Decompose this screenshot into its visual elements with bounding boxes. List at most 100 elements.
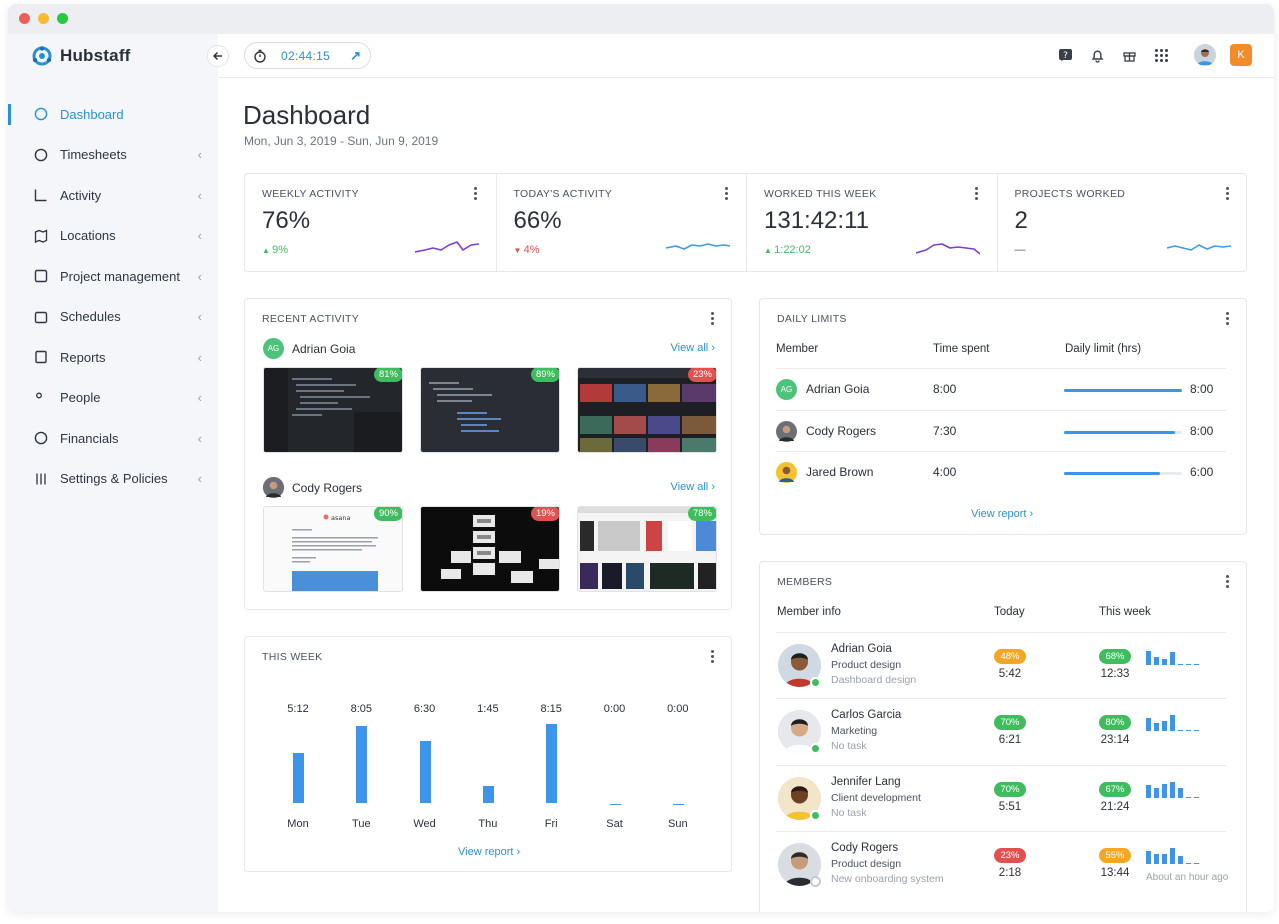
chevron-left-icon[interactable]: ‹: [197, 390, 202, 406]
sidebar-item-dashboard[interactable]: Dashboard: [8, 94, 218, 135]
bar[interactable]: [356, 726, 368, 803]
chevron-left-icon[interactable]: ‹: [197, 187, 202, 203]
open-timer-icon[interactable]: ↗: [350, 48, 361, 63]
sidebar-item-locations[interactable]: Locations ‹: [8, 216, 218, 257]
sidebar-item-financials[interactable]: $ Financials ‹: [8, 418, 218, 459]
stat-value: 76%: [262, 207, 311, 234]
bar[interactable]: [419, 741, 431, 803]
avatar: [263, 477, 284, 498]
stat-widget: WORKED THIS WEEK 131:42:11 ▲ 1:22:02: [746, 174, 996, 271]
sidebar-item-reports[interactable]: Reports ‹: [8, 337, 218, 378]
screenshot-thumbnail[interactable]: 23%: [577, 367, 717, 453]
more-options-icon[interactable]: [711, 650, 715, 664]
checkbox-icon: [34, 270, 48, 283]
card-title: THIS WEEK: [262, 651, 323, 663]
minimize-window-button[interactable]: [38, 13, 49, 24]
activity-badge: 19%: [530, 507, 559, 521]
view-report-link[interactable]: View report ›: [458, 846, 521, 858]
more-options-icon[interactable]: [724, 187, 729, 201]
chevron-left-icon[interactable]: ‹: [197, 147, 202, 163]
sidebar-item-project-management[interactable]: Project management ‹: [8, 256, 218, 297]
today-activity-badge: 23%: [994, 847, 1026, 863]
help-icon[interactable]: ?: [1056, 46, 1074, 64]
mini-bar: [1178, 855, 1183, 864]
member-row[interactable]: Cody Rogers Product design New onboarding …: [776, 830, 1228, 897]
avatar: [776, 420, 797, 442]
screenshot-thumbnail[interactable]: 19%: [420, 506, 560, 592]
sidebar-item-schedules[interactable]: Schedules ‹: [8, 297, 218, 338]
screenshot-thumbnail[interactable]: 78%: [577, 506, 717, 592]
screenshot-thumbnail[interactable]: 81%: [263, 367, 403, 453]
chevron-left-icon[interactable]: ‹: [197, 471, 202, 487]
view-all-link[interactable]: View all ›: [670, 481, 715, 493]
maximize-window-button[interactable]: [57, 13, 68, 24]
bar[interactable]: [293, 753, 304, 803]
more-options-icon[interactable]: [711, 312, 715, 326]
chevron-left-icon[interactable]: ‹: [197, 349, 202, 365]
member-name: Jennifer Lang: [831, 775, 901, 788]
notifications-bell-icon[interactable]: [1088, 46, 1106, 64]
bar[interactable]: [546, 724, 558, 803]
view-report-link[interactable]: View report ›: [971, 508, 1034, 520]
more-options-icon[interactable]: [1225, 187, 1230, 201]
mini-bar: [1194, 796, 1199, 798]
chevron-left-icon[interactable]: ‹: [197, 228, 202, 244]
more-options-icon[interactable]: [474, 187, 478, 201]
timer-value: 02:44:15: [281, 48, 331, 63]
collapse-sidebar-button[interactable]: [207, 45, 229, 67]
screenshot-thumbnail[interactable]: 90% asana: [263, 506, 403, 592]
mini-bar: [1146, 718, 1151, 732]
stat-label: WORKED THIS WEEK: [764, 188, 877, 200]
arrow-up-icon: ▲: [262, 246, 273, 255]
timer-widget[interactable]: 02:44:15 ↗: [244, 42, 371, 69]
more-options-icon[interactable]: [1226, 575, 1230, 589]
apps-grid-icon[interactable]: [1152, 46, 1170, 64]
column-header-member: Member: [776, 343, 819, 355]
table-row[interactable]: AG Adrian Goia 8:00 8:00: [776, 368, 1226, 410]
sidebar-item-people[interactable]: People ‹: [8, 378, 218, 419]
card-title: DAILY LIMITS: [777, 313, 847, 325]
table-row[interactable]: Cody Rogers 7:30 8:00: [776, 409, 1226, 452]
gift-icon[interactable]: [1120, 46, 1138, 64]
chevron-left-icon[interactable]: ‹: [197, 309, 202, 325]
code-editor-preview: [264, 368, 402, 452]
member-row[interactable]: Adrian Goia Product design Dashboard desig…: [776, 632, 1226, 698]
member-project: Product design: [831, 857, 902, 870]
organization-badge[interactable]: K: [1230, 44, 1252, 66]
member-row[interactable]: Carlos Garcia Marketing No task 70% 6:21 80% 2…: [776, 698, 1226, 764]
online-status-indicator: [810, 809, 821, 821]
view-all-link[interactable]: View all ›: [670, 342, 715, 354]
weekly-mini-bar-chart: [1146, 651, 1199, 665]
close-window-button[interactable]: [19, 13, 30, 24]
limit-progress-bar: [1064, 472, 1182, 475]
bar-category-label: Fri: [544, 818, 558, 830]
sidebar-item-timesheets[interactable]: Timesheets ‹: [8, 135, 218, 176]
mini-bar: [1146, 850, 1151, 864]
table-row[interactable]: Jared Brown 4:00 6:00: [776, 451, 1226, 493]
member-row[interactable]: Jennifer Lang Client development No task 70…: [776, 764, 1226, 831]
column-header-time-spent: Time spent: [933, 343, 990, 355]
chevron-left-icon[interactable]: ‹: [197, 268, 202, 284]
member-name: Jared Brown: [806, 465, 874, 479]
bar-column: 1:45 Thu: [456, 637, 520, 873]
mini-bar: [1186, 862, 1191, 864]
bar[interactable]: [482, 786, 494, 803]
chevron-left-icon[interactable]: ‹: [197, 430, 202, 446]
column-header-this-week: This week: [1099, 606, 1151, 618]
screenshot-thumbnail[interactable]: 89%: [420, 367, 560, 453]
mini-bar: [1146, 784, 1151, 798]
member-name: Cody Rogers: [806, 423, 877, 438]
bar: [672, 804, 684, 805]
sparkline-chart: [1166, 244, 1231, 251]
date-range[interactable]: Mon, Jun 3, 2019 - Sun, Jun 9, 2019: [244, 134, 439, 148]
sidebar-item-settings-policies[interactable]: Settings & Policies ‹: [8, 459, 218, 500]
sliders-icon: [36, 473, 46, 485]
member-name: Adrian Goia: [806, 382, 870, 396]
sidebar-item-activity[interactable]: Activity ‹: [8, 175, 218, 216]
user-avatar[interactable]: [1194, 44, 1216, 66]
design-canvas-preview: [441, 515, 559, 583]
app-logo[interactable]: Hubstaff: [32, 46, 131, 66]
more-options-icon[interactable]: [975, 187, 979, 201]
more-options-icon[interactable]: [1226, 312, 1230, 326]
avatar: [778, 644, 821, 687]
